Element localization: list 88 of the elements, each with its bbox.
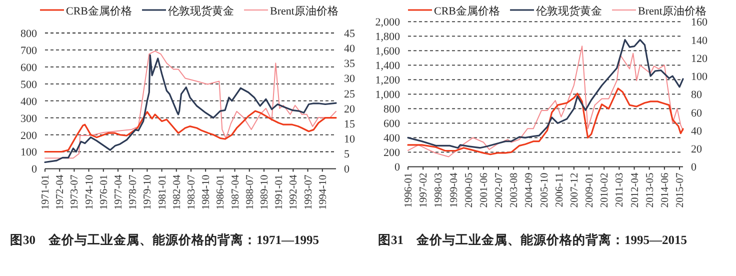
- y-tick-label: 1,000: [375, 89, 400, 102]
- legend-label: CRB金属价格: [434, 6, 500, 18]
- y2-tick-label: 30: [344, 73, 356, 86]
- x-tick-label: 1976-01: [98, 174, 110, 210]
- x-tick-label: 1987-04: [230, 174, 242, 210]
- y-tick-label: 100: [20, 146, 38, 159]
- legend-label: Brent原油价格: [270, 4, 338, 18]
- y-tick-label: 1,400: [375, 60, 400, 72]
- x-tick-label: 1992-04: [288, 174, 300, 210]
- y-tick-label: 800: [20, 28, 38, 40]
- line-series: [44, 110, 337, 153]
- y2-tick-label: 0: [691, 162, 697, 174]
- y-tick-label: 200: [384, 147, 400, 160]
- y2-tick-label: 0: [344, 164, 350, 176]
- x-tick-label: 1998-03: [434, 172, 445, 208]
- legend-label: CRB金属价格: [66, 6, 132, 18]
- y-tick-label: 1,800: [375, 31, 400, 44]
- y-tick-label: 600: [20, 62, 38, 74]
- x-tick-label: 1977-04: [113, 174, 124, 210]
- x-tick-label: 1994-10: [318, 174, 329, 210]
- y-tick-label: 0: [394, 162, 400, 174]
- x-tick-label: 2015-07: [675, 172, 686, 208]
- y2-tick-label: 100: [691, 71, 708, 84]
- y-tick-label: 400: [384, 132, 400, 145]
- y2-tick-label: 5: [344, 148, 350, 161]
- y-tick-label: 800: [384, 104, 400, 116]
- x-tick-label: 2013-05: [644, 172, 656, 208]
- y2-tick-label: 45: [344, 28, 356, 40]
- text: 图31 金价与工业金属、能源价格的背离：1995—2015: [378, 232, 687, 247]
- x-tick-label: 2006-11: [554, 172, 566, 208]
- x-tick-label: 2003-08: [509, 172, 520, 208]
- x-tick-label: 2002-07: [494, 172, 506, 208]
- x-tick-label: 1973-07: [70, 174, 81, 210]
- x-tick-label: 2014-06: [660, 172, 671, 208]
- x-tick-label: 2012-04: [630, 172, 641, 208]
- x-tick-label: 1979-10: [142, 174, 154, 210]
- x-tick-label: 1997-02: [418, 172, 430, 208]
- text: 图30 金价与工业金属、能源价格的背离：1971—1995: [10, 232, 319, 247]
- y-tick-label: 400: [20, 96, 38, 108]
- y2-tick-label: 15: [344, 118, 356, 130]
- x-tick-label: 1999-04: [448, 172, 460, 208]
- line-series: [407, 88, 684, 156]
- y-tick-label: 1,200: [375, 74, 400, 87]
- x-tick-label: 1974-10: [84, 174, 96, 210]
- x-tick-label: 1978-07: [128, 174, 140, 210]
- y2-tick-label: 10: [344, 134, 356, 146]
- x-tick-label: 1991-01: [274, 174, 286, 210]
- x-tick-label: 1988-07: [244, 174, 256, 210]
- y2-tick-label: 140: [691, 34, 708, 47]
- x-tick-label: 1986-01: [216, 174, 227, 210]
- x-tick-label: 2010-02: [600, 172, 611, 208]
- x-tick-label: 1972-04: [55, 174, 66, 210]
- y2-tick-label: 20: [691, 144, 702, 156]
- legend-label: 伦敦现货黄金: [536, 4, 602, 18]
- y2-tick-label: 35: [344, 58, 356, 70]
- y2-tick-label: 80: [691, 89, 702, 102]
- x-tick-label: 2009-01: [584, 172, 596, 208]
- x-tick-label: 1971-01: [40, 174, 52, 210]
- y-tick-label: 500: [20, 78, 38, 91]
- legend-label: Brent原油价格: [638, 4, 706, 18]
- x-tick-label: 1982-04: [172, 174, 183, 210]
- legend-label: 伦敦现货黄金: [168, 4, 234, 18]
- x-tick-label: 2005-10: [539, 172, 550, 208]
- y-tick-label: 0: [32, 164, 38, 176]
- y-tick-label: 2,000: [375, 16, 400, 29]
- y-tick-label: 1,600: [375, 46, 400, 58]
- y-tick-label: 700: [20, 44, 38, 57]
- x-tick-label: 2001-06: [478, 172, 490, 208]
- x-tick-label: 1993-07: [303, 174, 314, 210]
- x-tick-label: 1996-01: [404, 172, 414, 208]
- y2-tick-label: 120: [691, 52, 708, 65]
- x-tick-label: 1983-07: [186, 174, 198, 210]
- y2-tick-label: 40: [344, 43, 356, 56]
- y2-tick-label: 60: [691, 107, 702, 120]
- x-tick-label: 1989-10: [259, 174, 270, 210]
- x-tick-label: 1984-10: [201, 174, 212, 210]
- y2-tick-label: 25: [344, 88, 356, 100]
- x-tick-label: 2004-09: [524, 172, 536, 208]
- y2-tick-label: 20: [344, 103, 356, 116]
- y2-tick-label: 160: [691, 16, 708, 29]
- y-tick-label: 600: [384, 118, 400, 130]
- x-tick-label: 1981-01: [157, 174, 168, 210]
- x-tick-label: 2000-05: [464, 172, 475, 208]
- y-tick-label: 200: [20, 130, 38, 142]
- x-tick-label: 2011-03: [614, 172, 626, 208]
- y-tick-label: 300: [20, 112, 38, 125]
- y2-tick-label: 40: [691, 125, 702, 138]
- x-tick-label: 2007-12: [569, 172, 580, 208]
